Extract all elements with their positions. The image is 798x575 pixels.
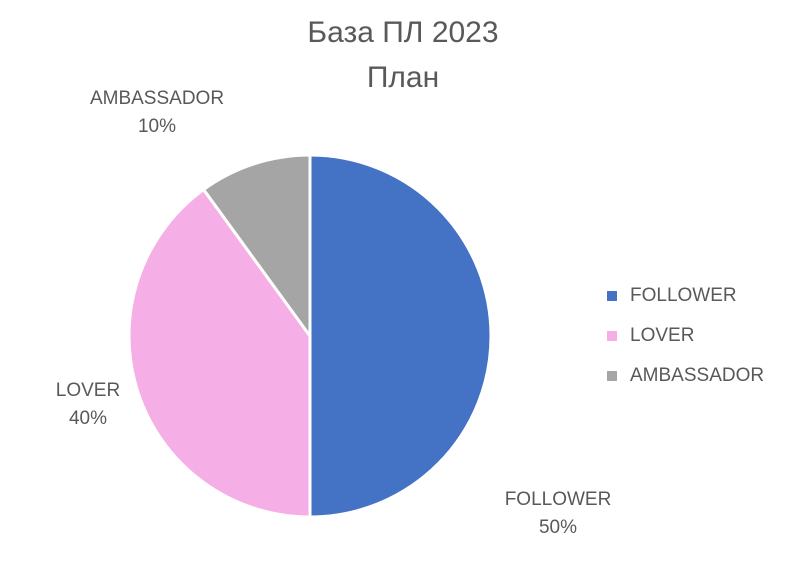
data-label-value: 40% — [69, 408, 107, 429]
data-label-value: 50% — [539, 517, 577, 538]
legend-label: LOVER — [630, 325, 694, 346]
legend-label: AMBASSADOR — [630, 365, 764, 386]
pie-slice — [308, 153, 493, 519]
legend-swatch — [607, 331, 617, 341]
pie-slice — [127, 187, 312, 519]
pie-slice — [201, 153, 312, 341]
chart-subtitle: План — [367, 61, 439, 94]
legend-label: FOLLOWER — [630, 285, 737, 306]
data-label-value: 10% — [138, 116, 176, 137]
legend-swatch — [607, 291, 617, 301]
data-label-category: FOLLOWER — [505, 489, 612, 510]
data-label-category: LOVER — [56, 380, 120, 401]
chart-title: База ПЛ 2023 — [307, 16, 498, 49]
legend-swatch — [607, 371, 617, 381]
data-label-category: AMBASSADOR — [90, 88, 224, 109]
